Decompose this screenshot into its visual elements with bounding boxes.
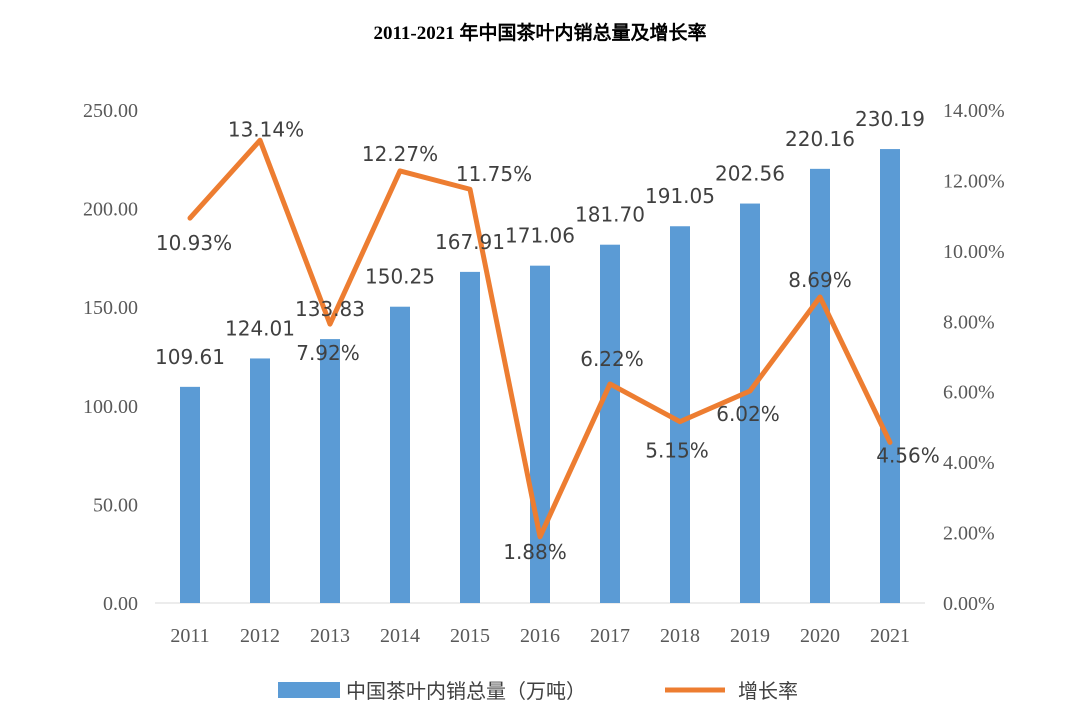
line-value-label: 13.14% bbox=[228, 117, 304, 141]
bar bbox=[740, 203, 760, 603]
bar-value-label: 167.91 bbox=[435, 230, 505, 254]
y-left-tick-label: 200.00 bbox=[83, 199, 138, 221]
y-left-tick-label: 150.00 bbox=[83, 297, 138, 319]
y-left-tick-label: 250.00 bbox=[83, 100, 138, 122]
bar bbox=[670, 226, 690, 604]
line-value-label: 10.93% bbox=[156, 231, 232, 255]
y-right-tick-label: 8.00% bbox=[943, 311, 995, 333]
growth-rate-line bbox=[187, 137, 893, 540]
y-right-tick-label: 6.00% bbox=[943, 382, 995, 404]
x-tick-label: 2020 bbox=[800, 625, 840, 647]
bar bbox=[880, 149, 900, 604]
y-right-tick-label: 2.00% bbox=[943, 523, 995, 545]
y-left-tick-label: 0.00 bbox=[103, 593, 138, 615]
chart-title: 2011-2021 年中国茶叶内销总量及增长率 bbox=[373, 23, 707, 44]
bar-value-label: 133.83 bbox=[295, 297, 365, 321]
line-value-label: 6.22% bbox=[580, 347, 644, 371]
bar-value-label: 109.61 bbox=[155, 345, 225, 369]
y-left-tick-label: 100.00 bbox=[83, 396, 138, 418]
legend-bar-swatch bbox=[278, 682, 340, 698]
line-value-label: 6.02% bbox=[716, 402, 780, 426]
y-right-tick-label: 10.00% bbox=[943, 241, 1005, 263]
bar bbox=[390, 306, 410, 603]
y-right-tick-label: 14.00% bbox=[943, 100, 1005, 122]
bar bbox=[250, 358, 270, 603]
bar-value-label: 171.06 bbox=[505, 224, 575, 248]
line-value-label: 5.15% bbox=[645, 439, 709, 463]
y-right-tick-label: 0.00% bbox=[943, 593, 995, 615]
bar bbox=[180, 386, 200, 603]
x-tick-label: 2021 bbox=[870, 625, 910, 647]
bar-value-label: 181.70 bbox=[575, 203, 645, 227]
x-tick-label: 2015 bbox=[450, 625, 490, 647]
x-tick-label: 2019 bbox=[730, 625, 770, 647]
x-tick-label: 2018 bbox=[660, 625, 700, 647]
line-value-label: 11.75% bbox=[456, 162, 532, 186]
bar bbox=[320, 339, 340, 603]
bar-value-label: 150.25 bbox=[365, 265, 435, 289]
line-value-label: 4.56% bbox=[876, 443, 940, 467]
line-value-label: 8.69% bbox=[788, 268, 852, 292]
line-value-label: 7.92% bbox=[296, 341, 360, 365]
bar bbox=[460, 271, 480, 603]
bar bbox=[600, 244, 620, 603]
legend-line-label: 增长率 bbox=[738, 679, 798, 703]
x-tick-label: 2011 bbox=[170, 625, 209, 647]
bar bbox=[810, 168, 830, 603]
y-left-tick-label: 50.00 bbox=[93, 494, 138, 516]
x-tick-label: 2016 bbox=[520, 625, 560, 647]
y-right-tick-label: 12.00% bbox=[943, 170, 1005, 192]
line-value-label: 12.27% bbox=[362, 142, 438, 166]
x-tick-label: 2014 bbox=[380, 625, 420, 647]
legend-bar-label: 中国茶叶内销总量（万吨） bbox=[346, 679, 586, 703]
bar-value-label: 230.19 bbox=[855, 107, 925, 131]
bar-value-label: 202.56 bbox=[715, 162, 785, 186]
line-value-label: 1.88% bbox=[503, 540, 567, 564]
bar-value-label: 220.16 bbox=[785, 127, 855, 151]
bar-value-label: 191.05 bbox=[645, 184, 715, 208]
x-tick-label: 2012 bbox=[240, 625, 280, 647]
x-tick-label: 2013 bbox=[310, 625, 350, 647]
bar-value-label: 124.01 bbox=[225, 316, 295, 340]
y-right-tick-label: 4.00% bbox=[943, 452, 995, 474]
x-tick-label: 2017 bbox=[590, 625, 630, 647]
